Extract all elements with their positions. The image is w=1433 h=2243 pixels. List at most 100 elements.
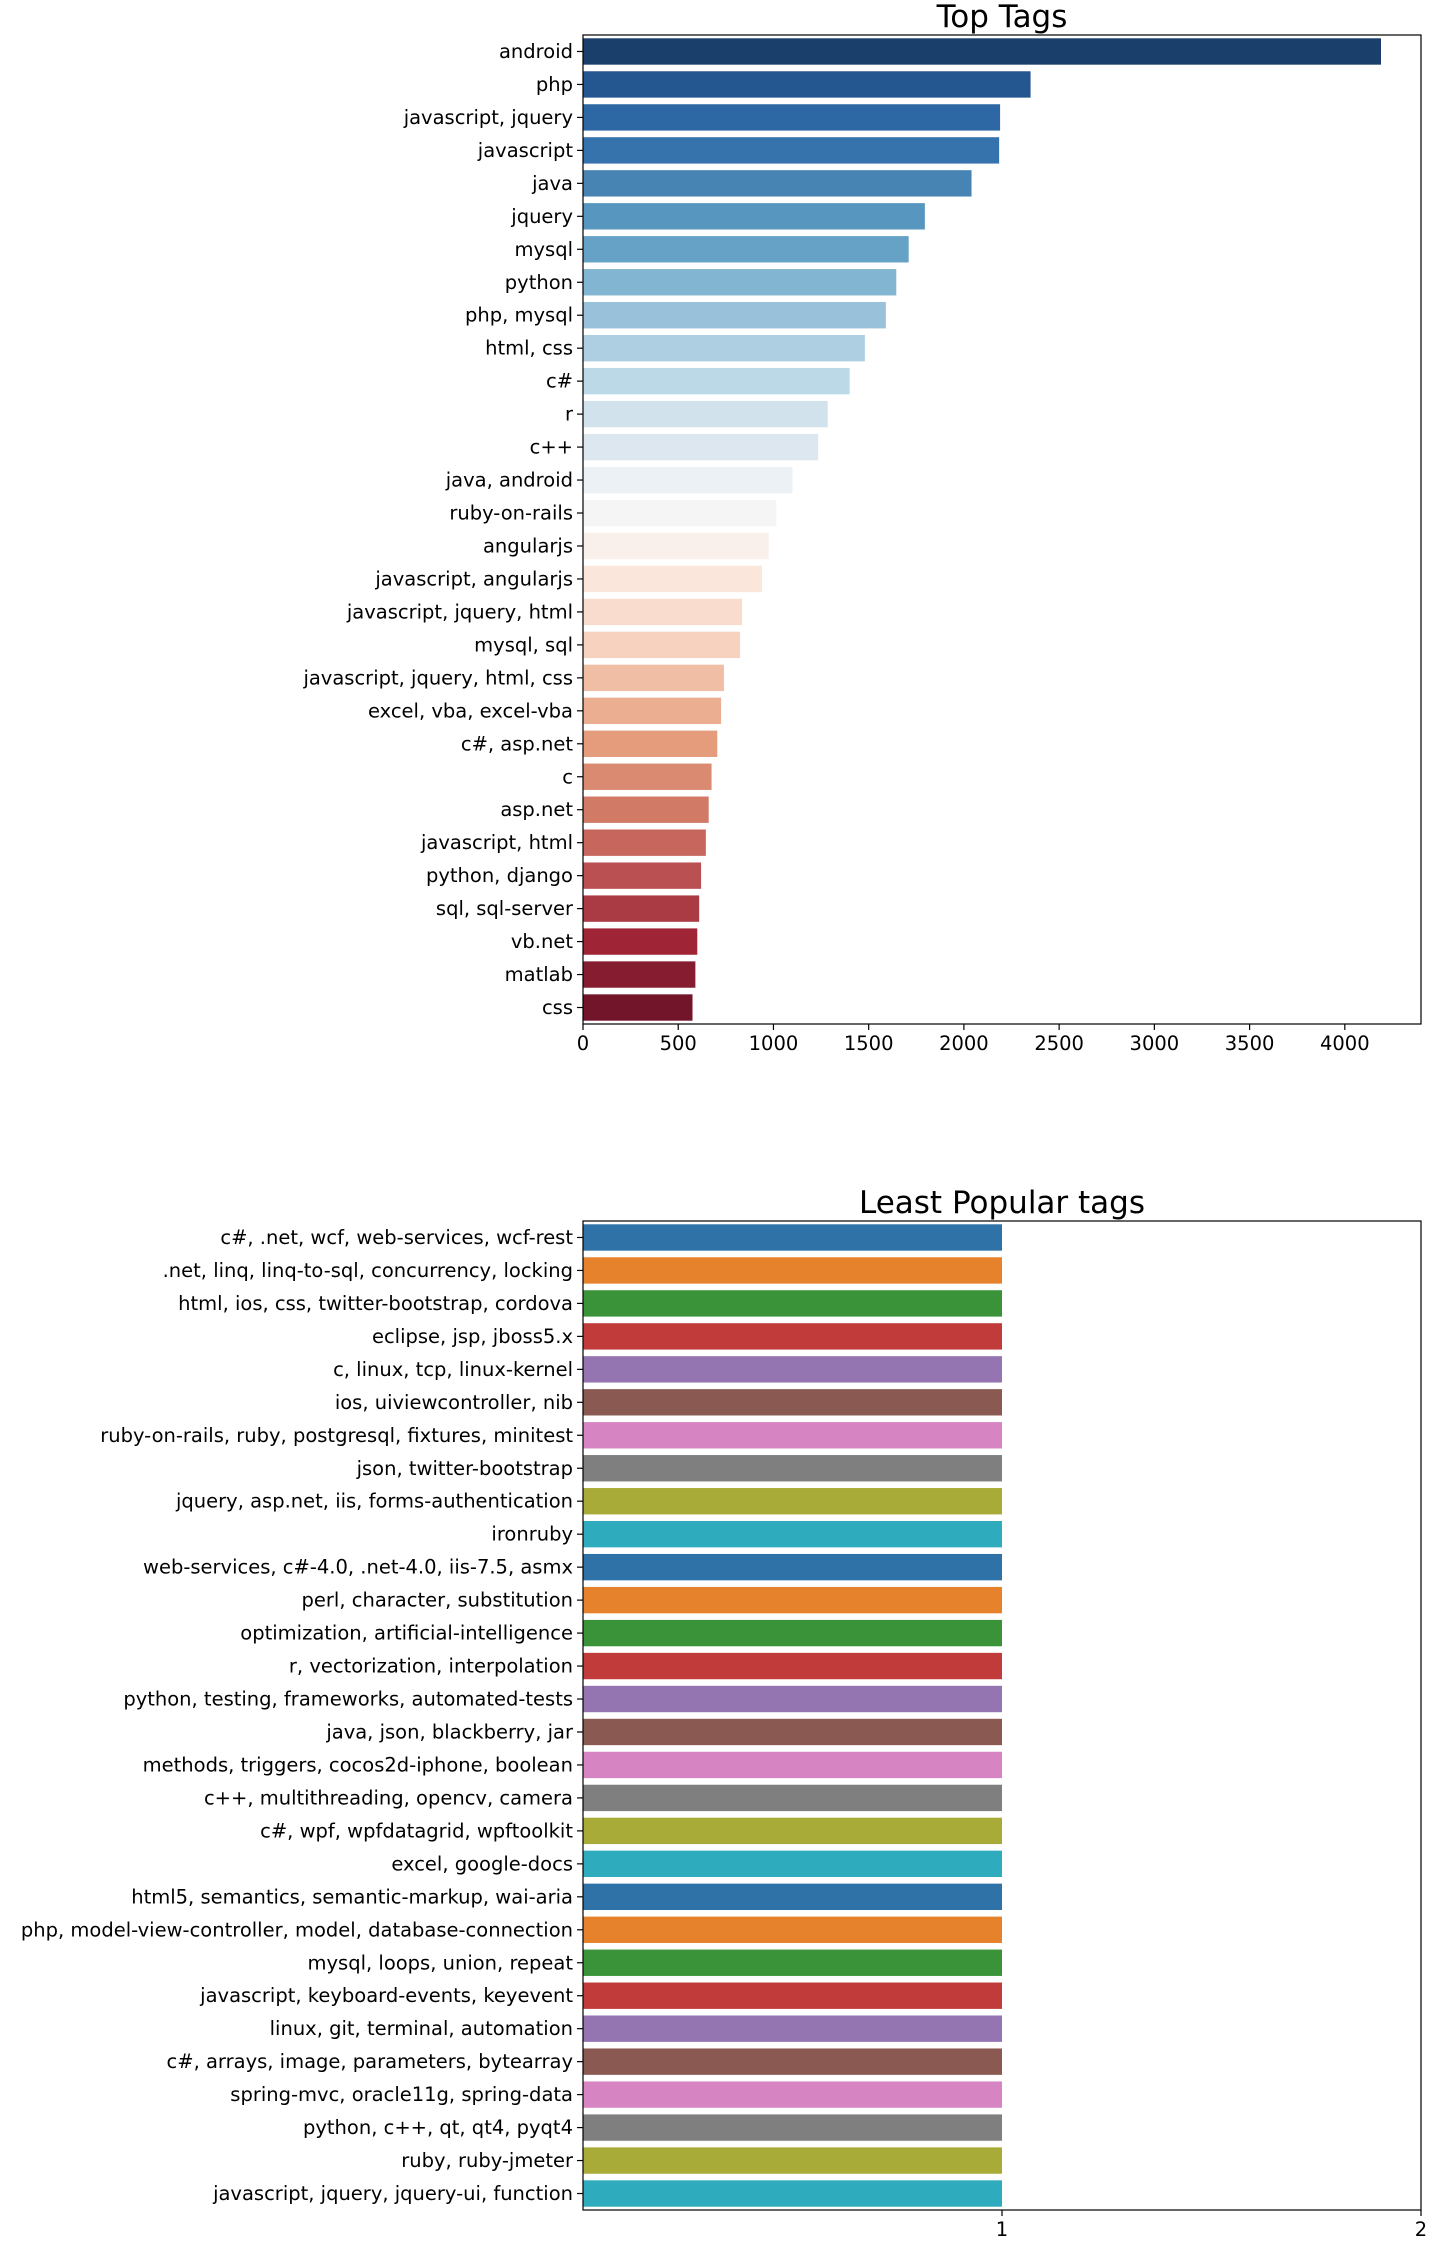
y-tick-label: php, model-view-controller, model, datab… (21, 1918, 573, 1941)
y-tick-label: mysql, sql (474, 633, 573, 656)
y-tick-label: css (542, 996, 573, 1019)
bar (583, 433, 819, 461)
bar (583, 38, 1382, 65)
bar (583, 1586, 1002, 1614)
y-tick-label: javascript, html (420, 831, 573, 854)
bar (583, 1455, 1002, 1482)
y-tick-label: eclipse, jsp, jboss5.x (372, 1325, 573, 1348)
bar (583, 1422, 1002, 1449)
x-tick-label: 0 (577, 1032, 589, 1055)
y-tick-label: angularjs (483, 534, 573, 557)
x-tick-label: 1500 (844, 1032, 894, 1055)
bar (583, 1850, 1002, 1878)
y-tick-label: python, testing, frameworks, automated-t… (123, 1688, 573, 1711)
bar (583, 2180, 1002, 2207)
bar (583, 1520, 1002, 1548)
bar (583, 565, 763, 593)
bar (583, 664, 724, 692)
bar (583, 796, 709, 823)
y-tick-label: javascript, jquery (403, 106, 573, 129)
y-tick-label: html, css (485, 337, 573, 360)
y-tick-label: javascript, angularjs (374, 567, 573, 590)
bar (583, 2048, 1002, 2075)
y-tick-label: web-services, c#-4.0, .net-4.0, iis-7.5,… (143, 1556, 573, 1579)
bar (583, 1883, 1002, 1911)
bar (583, 400, 828, 428)
y-tick-label: vb.net (511, 930, 573, 953)
y-tick-label: jquery, asp.net, iis, forms-authenticati… (175, 1490, 573, 1513)
y-tick-label: php (536, 73, 573, 96)
bar (583, 302, 886, 329)
chart-title: Least Popular tags (859, 1185, 1145, 1221)
y-tick-label: .net, linq, linq-to-sql, concurrency, lo… (163, 1259, 573, 1282)
y-tick-label: sql, sql-server (436, 897, 574, 920)
y-tick-label: jquery (510, 205, 573, 228)
bar (583, 631, 741, 659)
bar (583, 1553, 1002, 1581)
y-tick-label: mysql, loops, union, repeat (308, 1951, 574, 1974)
y-tick-label: excel, vba, excel-vba (368, 699, 573, 722)
bar (583, 2015, 1002, 2042)
y-tick-label: c#, wpf, wpfdatagrid, wpftoolkit (260, 1819, 573, 1842)
y-tick-label: html5, semantics, semantic-markup, wai-a… (131, 1885, 573, 1908)
bar (583, 2114, 1002, 2141)
y-tick-label: html, ios, css, twitter-bootstrap, cordo… (178, 1292, 573, 1315)
bar (583, 697, 722, 725)
bar (583, 203, 925, 230)
x-tick-label: 1 (996, 2218, 1008, 2241)
bar (583, 1817, 1002, 1845)
x-tick-label: 500 (660, 1032, 697, 1055)
bar (583, 71, 1031, 98)
x-tick-label: 3000 (1130, 1032, 1180, 1055)
bar (583, 1718, 1002, 1746)
x-tick-label: 3500 (1225, 1032, 1275, 1055)
x-tick-label: 2000 (939, 1032, 989, 1055)
chart-title: Top Tags (936, 0, 1068, 35)
y-tick-label: c#, arrays, image, parameters, bytearray (167, 2050, 573, 2073)
y-tick-label: c (562, 765, 573, 788)
bar (583, 367, 850, 395)
bar (583, 1652, 1002, 1680)
bar (583, 2081, 1002, 2108)
y-tick-label: javascript, jquery, html, css (302, 666, 573, 689)
y-tick-label: ruby-on-rails (449, 502, 573, 525)
top-tags-panel: Top Tags android php javascript, jquery java… (302, 0, 1422, 1055)
y-tick-label: asp.net (500, 798, 573, 821)
y-tick-label: javascript, jquery, html (346, 600, 573, 623)
y-tick-label: c++ (530, 436, 573, 459)
bar (583, 829, 706, 856)
bar (583, 499, 777, 527)
y-tick-label: r (565, 403, 574, 426)
bar (583, 961, 696, 988)
bar (583, 170, 972, 197)
y-tick-label: c++, multithreading, opencv, camera (204, 1786, 573, 1809)
bar (583, 466, 793, 494)
bar (583, 598, 743, 626)
bar (583, 137, 1000, 164)
bar (583, 1916, 1002, 1943)
y-tick-label: optimization, artificial-intelligence (240, 1622, 573, 1645)
y-tick-label: c# (546, 370, 573, 393)
y-tick-label: java, json, blackberry, jar (325, 1720, 574, 1743)
y-tick-label: python, c++, qt, qt4, pyqt4 (303, 2116, 573, 2139)
y-tick-label: methods, triggers, cocos2d-iphone, boole… (143, 1753, 573, 1776)
y-tick-label: linux, git, terminal, automation (270, 2017, 573, 2040)
bar (583, 1257, 1002, 1284)
x-tick-label: 2 (1415, 2218, 1427, 2241)
y-tick-label: spring-mvc, oracle11g, spring-data (230, 2083, 573, 2106)
bar (583, 1982, 1002, 2009)
bar (583, 2147, 1002, 2174)
y-tick-label: r, vectorization, interpolation (289, 1655, 573, 1678)
x-tick-label: 1000 (749, 1032, 799, 1055)
y-tick-label: excel, google-docs (391, 1852, 573, 1875)
y-tick-label: python, django (426, 864, 573, 887)
bar (583, 1290, 1002, 1317)
y-tick-label: javascript, keyboard-events, keyevent (199, 1984, 573, 2007)
bar (583, 236, 909, 263)
bar (583, 1685, 1002, 1713)
y-tick-label: php, mysql (465, 304, 573, 327)
bar (583, 895, 700, 922)
y-tick-label: python (505, 271, 573, 294)
y-tick-label: c, linux, tcp, linux-kernel (333, 1358, 573, 1381)
